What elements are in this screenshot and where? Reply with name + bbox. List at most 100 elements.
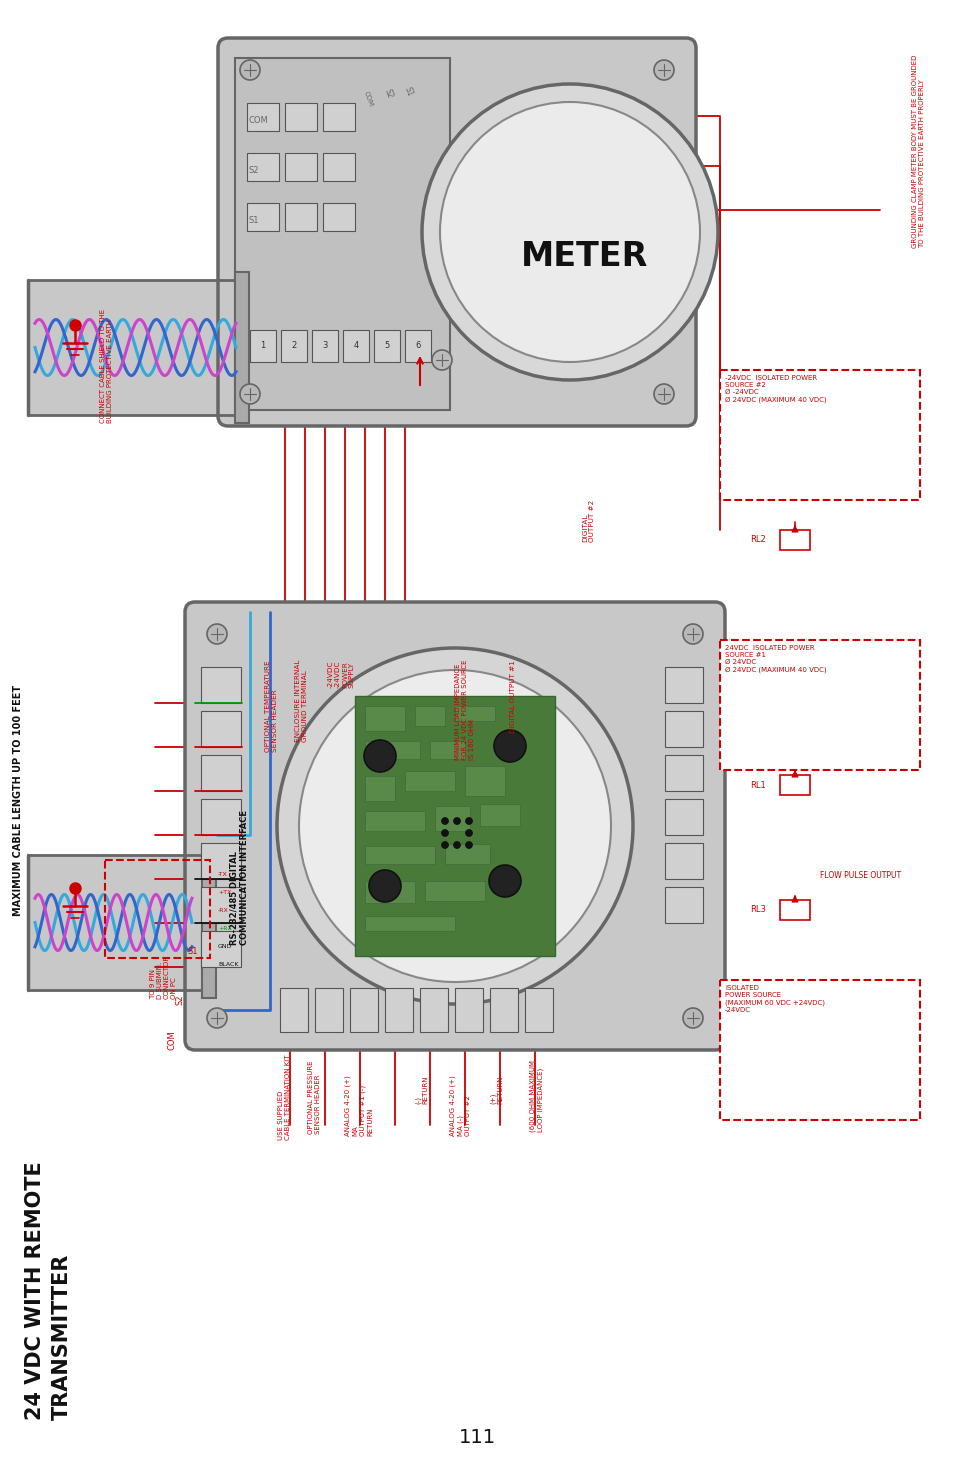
Bar [780,774,809,795]
Text: 111: 111 [458,1428,495,1447]
Text: -TX: -TX [218,873,228,878]
Bar [780,530,809,550]
Bar [365,881,415,903]
Text: OPTIONAL PRESSURE
SENSOR HEADER: OPTIONAL PRESSURE SENSOR HEADER [308,1061,320,1133]
Text: S2: S2 [382,88,395,100]
Text: 24 VDC WITH REMOTE: 24 VDC WITH REMOTE [25,1161,45,1420]
Bar [247,204,278,232]
Circle shape [240,60,260,80]
Text: TO 9 PIN
D SUBMIN.
CONNECTOR
ON PC: TO 9 PIN D SUBMIN. CONNECTOR ON PC [150,954,177,999]
Bar [419,988,448,1032]
Bar [247,153,278,181]
Text: RL1: RL1 [749,780,765,789]
Bar [201,844,241,879]
Bar [479,804,519,826]
Text: MINIMUM LOAD IMPEDANCE
FOR 24 VDC POWER SOURCE
IS 160 OHM: MINIMUM LOAD IMPEDANCE FOR 24 VDC POWER … [455,659,475,761]
Circle shape [682,1007,702,1028]
Bar [664,755,702,791]
Text: DIGITAL OUTPUT #1: DIGITAL OUTPUT #1 [510,659,516,733]
Bar [435,805,470,830]
Bar [355,696,555,956]
Bar [201,931,241,968]
Bar [424,881,484,901]
Bar [455,988,482,1032]
Circle shape [453,842,460,848]
Text: S1: S1 [402,86,415,97]
Text: 4: 4 [353,342,358,351]
Bar [314,988,343,1032]
Circle shape [441,829,448,836]
Text: 2: 2 [291,342,296,351]
Bar [365,740,419,760]
Circle shape [453,817,460,825]
FancyBboxPatch shape [218,38,696,426]
Bar [664,886,702,923]
Bar [250,330,275,361]
Text: RL2: RL2 [749,535,765,544]
Circle shape [465,829,472,836]
Bar [374,330,399,361]
Text: DIGITAL
OUTPUT #2: DIGITAL OUTPUT #2 [581,500,595,543]
Text: COM: COM [363,90,374,108]
Circle shape [207,624,227,645]
Circle shape [489,864,520,897]
Text: METER: METER [520,240,648,273]
Text: 1: 1 [260,342,265,351]
Circle shape [441,842,448,848]
Bar [365,847,435,864]
Bar [323,204,355,232]
Bar [201,755,241,791]
Text: GROUNDING CLAMP METER BODY MUST BE GROUNDED
TO THE BUILDING PROTECTIVE EARTH PRO: GROUNDING CLAMP METER BODY MUST BE GROUN… [911,55,924,248]
Text: S2: S2 [249,167,259,176]
Circle shape [369,870,400,903]
Text: ANALOG 4-20 (+)
MA (-)
OUTPUT #2: ANALOG 4-20 (+) MA (-) OUTPUT #2 [450,1075,471,1136]
Bar [464,766,504,796]
Text: OPTIONAL TEMPERATURE
SENSOR HEADER: OPTIONAL TEMPERATURE SENSOR HEADER [265,659,277,752]
Text: ANALOG 4-20 (+)
MA
OUTPUT #1 (-)
RETURN: ANALOG 4-20 (+) MA OUTPUT #1 (-) RETURN [345,1075,373,1136]
Bar [323,153,355,181]
Circle shape [682,624,702,645]
Text: 5: 5 [384,342,389,351]
Bar [780,900,809,920]
Text: TRANSMITTER: TRANSMITTER [52,1254,71,1420]
Text: (-)
RETURN: (-) RETURN [415,1075,428,1103]
Bar [664,711,702,746]
Text: MAXIMUM CABLE LENGTH UP TO 100 FEET: MAXIMUM CABLE LENGTH UP TO 100 FEET [13,684,23,916]
Text: -RX: -RX [218,909,229,913]
Bar [280,988,308,1032]
Text: -24VDC  ISOLATED POWER
SOURCE #2
Ø -24VDC
Ø 24VDC (MAXIMUM 40 VDC): -24VDC ISOLATED POWER SOURCE #2 Ø -24VDC… [724,375,825,403]
Bar [405,771,455,791]
Bar [365,707,405,732]
Circle shape [364,740,395,771]
Text: FLOW PULSE OUTPUT: FLOW PULSE OUTPUT [820,870,901,879]
Text: RS-232/485 DIGITAL
COMMUNICATION INTERFACE: RS-232/485 DIGITAL COMMUNICATION INTERFA… [230,810,249,945]
Text: (600 OHM MAXIMUM
LOOP IMPEDANCE): (600 OHM MAXIMUM LOOP IMPEDANCE) [530,1061,543,1131]
Bar [385,988,413,1032]
Bar [430,740,464,760]
Bar [365,811,424,830]
Bar [343,330,369,361]
Text: RL3: RL3 [749,906,765,914]
Text: S2: S2 [175,994,184,1006]
Text: +RX: +RX [218,926,232,932]
Circle shape [441,817,448,825]
Text: USE SUPPLIED
CABLE TERMINATION KIT: USE SUPPLIED CABLE TERMINATION KIT [277,1055,291,1140]
Bar [323,103,355,131]
Text: S1: S1 [188,947,198,956]
Circle shape [421,84,718,381]
Bar [234,271,249,423]
Text: 3: 3 [322,342,327,351]
Bar [350,988,377,1032]
Circle shape [432,350,452,370]
Text: GND: GND [218,944,233,950]
Bar [720,979,919,1120]
Circle shape [276,648,633,1004]
Bar [365,916,455,931]
Text: 24VDC  ISOLATED POWER
SOURCE #1
Ø 24VDC
Ø 24VDC (MAXIMUM 40 VDC): 24VDC ISOLATED POWER SOURCE #1 Ø 24VDC Ø… [724,645,825,673]
Bar [234,58,450,410]
Bar [444,844,490,864]
Bar [720,640,919,770]
Bar [201,886,241,923]
Circle shape [207,1007,227,1028]
Bar [490,988,517,1032]
